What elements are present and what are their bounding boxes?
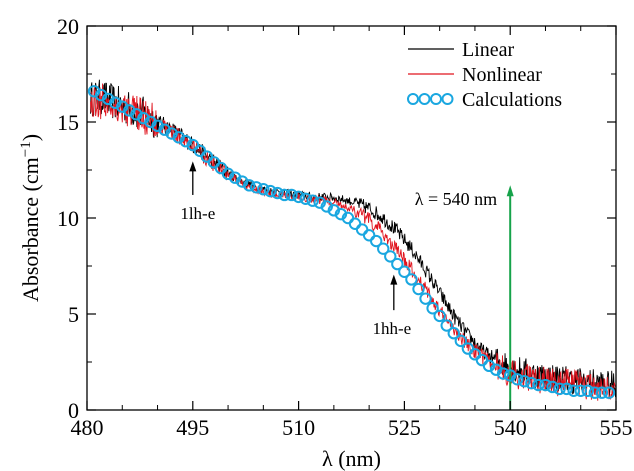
x-tick-label: 510	[282, 415, 315, 440]
calculation-point	[377, 242, 390, 255]
calculation-point	[292, 190, 305, 204]
y-tick-label: 20	[57, 14, 79, 39]
calculation-point	[496, 367, 510, 380]
calculation-point	[419, 292, 432, 305]
calculation-point	[560, 382, 573, 396]
calculation-point	[398, 265, 411, 278]
legend-swatch-circle	[407, 93, 419, 105]
calculation-point	[440, 319, 453, 332]
calculation-point	[595, 386, 609, 399]
x-tick-label: 540	[494, 415, 527, 440]
legend-label-calculations: Calculations	[462, 89, 562, 111]
annotation-label: 1hh-e	[372, 319, 411, 338]
legend-swatch-circle	[418, 93, 431, 105]
calculation-point	[574, 384, 587, 397]
calculation-point	[525, 376, 538, 390]
y-axis-label: Absorbance (cm−1)	[18, 134, 43, 302]
calculation-point	[243, 179, 256, 192]
calculation-point	[412, 282, 425, 296]
y-tick-label: 15	[57, 110, 79, 135]
calculation-point	[433, 309, 446, 323]
calculation-point	[306, 194, 319, 207]
legend-swatch-circle	[441, 93, 454, 105]
calculation-point	[278, 188, 291, 202]
y-tick-label: 0	[68, 398, 79, 423]
calculation-point	[362, 229, 376, 242]
calculation-point	[518, 375, 531, 388]
calculation-point	[602, 386, 616, 399]
wavelength-marker-label: λ = 540 nm	[415, 189, 497, 209]
legend-label-linear: Linear	[462, 39, 515, 61]
calculation-point	[475, 353, 489, 367]
calculation-point	[567, 384, 580, 397]
x-axis-label: λ (nm)	[322, 446, 381, 471]
y-tick-label: 10	[57, 206, 79, 231]
calculation-point	[250, 181, 263, 194]
annotation-arrowhead	[390, 274, 398, 285]
calculation-point	[454, 334, 468, 348]
calculation-point	[391, 257, 404, 271]
calculation-point	[384, 250, 397, 263]
calculation-point	[369, 234, 383, 248]
calculation-point	[299, 192, 312, 206]
calculation-point	[553, 382, 566, 396]
annotation-arrowhead	[189, 161, 197, 172]
calculation-point	[285, 188, 298, 202]
calculation-point	[426, 302, 439, 315]
x-tick-label: 480	[71, 415, 104, 440]
x-tick-label: 555	[600, 415, 633, 440]
calculation-point	[257, 183, 270, 196]
calculation-point	[588, 386, 602, 399]
calculation-point	[546, 380, 559, 394]
calculation-point	[405, 273, 418, 286]
wavelength-marker-arrowhead	[506, 185, 514, 197]
legend-swatch-circle	[430, 93, 442, 105]
y-tick-label: 5	[68, 302, 79, 327]
calculation-point	[271, 186, 284, 200]
x-tick-label: 525	[388, 415, 421, 440]
legend: Linear Nonlinear Calculations	[407, 39, 562, 111]
x-tick-label: 495	[176, 415, 209, 440]
calculation-point	[355, 223, 369, 236]
calculation-point	[264, 184, 277, 198]
calculation-point	[447, 327, 460, 340]
annotation-label: 1lh-e	[180, 204, 215, 223]
annotation-layer: λ = 540 nm 1lh-e 1hh-e	[180, 161, 497, 338]
legend-label-nonlinear: Nonlinear	[462, 64, 542, 86]
calculation-point	[539, 378, 552, 392]
calculation-point	[348, 217, 362, 230]
calculation-point	[532, 378, 545, 392]
plot-layer	[87, 79, 616, 410]
calculation-point	[511, 373, 524, 386]
calculation-point	[581, 384, 594, 397]
